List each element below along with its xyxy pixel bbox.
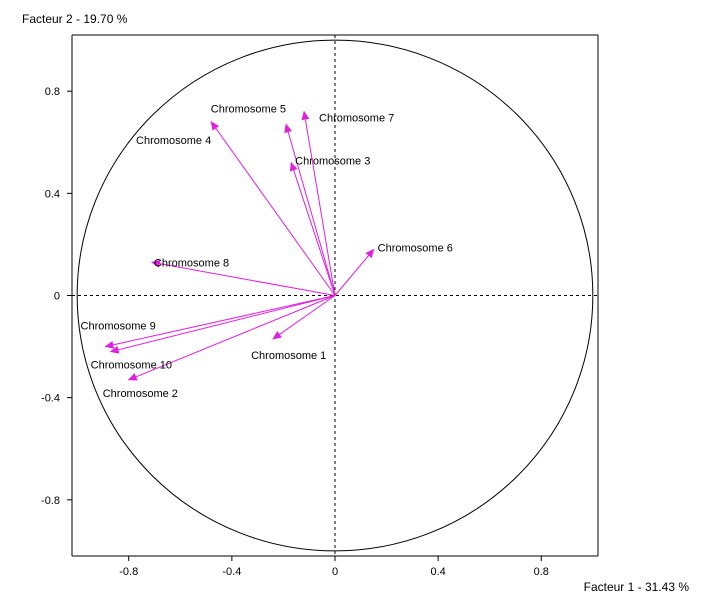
y-axis-title: Facteur 2 - 19.70 % [22,12,128,26]
arrow-chromosome-5 [284,123,336,296]
arrow-chromosome-6 [334,248,375,296]
x-tick-label: 0.4 [430,566,445,578]
x-tick-label: -0.8 [119,566,138,578]
arrow-chromosome-2 [127,295,336,381]
arrow-chromosome-4 [210,121,336,296]
arrow-chromosome-3 [289,161,336,296]
arrow-chromosome-9 [104,295,336,349]
arrow-chromosome-8 [150,259,336,296]
y-tick-label: -0.8 [41,495,60,507]
x-tick-label: 0 [332,566,338,578]
arrow-chromosome-1 [272,295,336,340]
y-tick-label: 0.4 [45,188,60,200]
unit-circle [76,39,594,552]
label-chromosome-10: Chromosome 10 [91,360,172,372]
arrow-chromosome-10 [109,295,336,354]
label-chromosome-7: Chromosome 7 [319,113,394,125]
label-chromosome-8: Chromosome 8 [154,257,229,269]
y-tick-label: 0.8 [45,86,60,98]
x-tick-label: 0.8 [534,566,549,578]
x-tick-label: -0.4 [222,566,241,578]
label-chromosome-9: Chromosome 9 [81,321,156,333]
label-chromosome-5: Chromosome 5 [211,103,286,115]
label-chromosome-6: Chromosome 6 [378,243,453,255]
label-chromosome-1: Chromosome 1 [251,350,326,362]
arrow-chromosome-7 [301,110,336,296]
x-axis-title: Facteur 1 - 31.43 % [584,580,690,594]
label-chromosome-4: Chromosome 4 [136,135,211,147]
y-tick-label: 0 [54,291,60,303]
label-chromosome-2: Chromosome 2 [103,388,178,400]
y-tick-label: -0.4 [41,393,60,405]
label-chromosome-3: Chromosome 3 [295,156,370,168]
